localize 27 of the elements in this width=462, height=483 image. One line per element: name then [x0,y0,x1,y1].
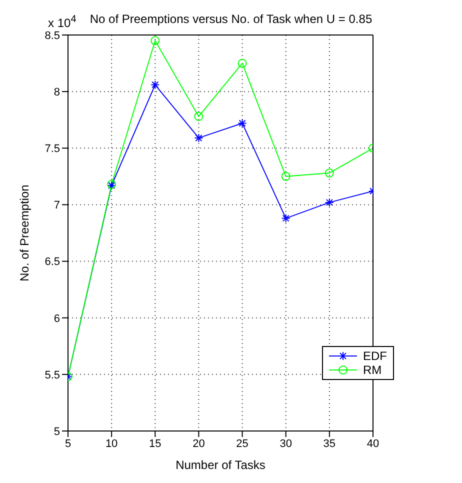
x-tick-label: 25 [236,438,248,450]
point [238,58,247,68]
x-tick-label: 10 [105,438,118,450]
point [281,172,290,181]
point [324,168,334,178]
point [194,112,204,121]
y-tick-label: 8.5 [44,30,60,42]
x-tick-label: 30 [280,438,292,450]
y-tick-label: 7.5 [44,143,60,156]
y-tick-label: 6 [54,312,60,325]
legend-label: EDF [363,349,387,363]
y-tick-label: 6.5 [44,256,60,268]
x-tick-label: 40 [366,438,380,450]
x-axis-title: Number of Tasks [176,458,266,472]
y-tick-label: 8 [54,86,60,98]
y-tick-label: 5 [54,426,60,438]
x-tick-label: 15 [149,438,162,450]
legend-label: RM [363,363,382,377]
x-tick-label: 35 [323,438,336,450]
point [150,36,160,46]
y-tick-label: 7 [54,200,60,212]
x-tick-label: 5 [64,438,72,450]
y-tick-label: 5.5 [44,369,60,382]
text: x 10$^{4}$ [48,14,76,30]
x-tick-label: 20 [192,438,205,450]
chart-title: No of Preemptions versus No. of Task when U = 0.85 [90,12,372,26]
y-axis-title: No. of Preemption [17,184,32,282]
